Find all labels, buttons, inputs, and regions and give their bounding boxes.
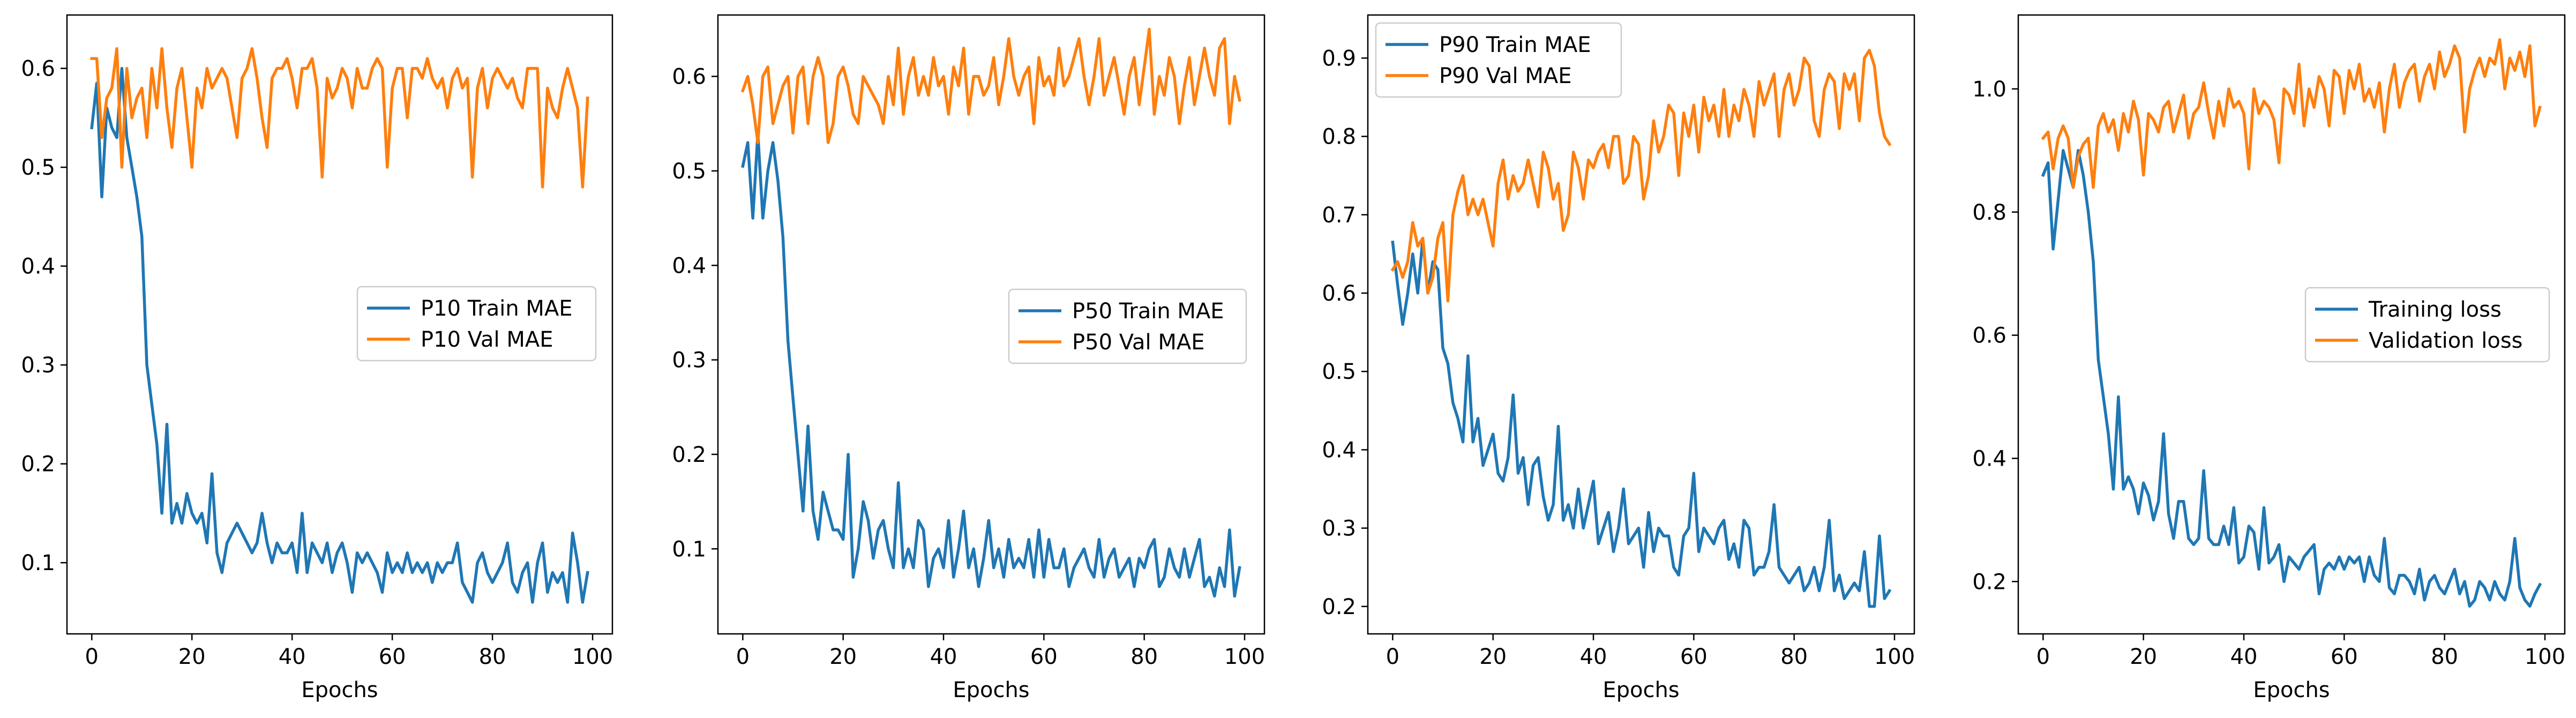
y-tick-label: 1.0 xyxy=(1972,77,2006,102)
axes-frame xyxy=(66,14,613,635)
series-line-val xyxy=(740,27,1241,144)
y-tick-label: 0.5 xyxy=(21,155,55,180)
x-tick-label: 60 xyxy=(1680,645,1708,669)
y-tick-label: 0.4 xyxy=(1322,438,1356,462)
y-tick-label: 0.2 xyxy=(21,452,55,477)
legend-box xyxy=(1008,288,1247,364)
x-tick-label: 100 xyxy=(572,645,613,669)
x-tick-label: 100 xyxy=(2525,645,2565,669)
series-line-val xyxy=(1390,49,1892,303)
y-tick-label: 0.2 xyxy=(1322,595,1356,619)
legend-box xyxy=(1375,22,1622,98)
y-tick-label: 0.8 xyxy=(1972,200,2006,225)
x-tick-label: 20 xyxy=(2130,645,2157,669)
y-tick-label: 0.3 xyxy=(672,348,706,373)
y-tick-label: 0.2 xyxy=(672,443,706,467)
y-tick-label: 0.1 xyxy=(21,551,55,575)
y-tick-label: 0.6 xyxy=(21,57,55,81)
chart-panel-3: 0 20 40 60 80 100 0.2 0.3 0.4 0.5 0.6 0.7 0.8 0.9 Epoc… xyxy=(1322,14,1915,702)
x-tick-label: 0 xyxy=(85,645,99,669)
legend-label: Validation loss xyxy=(2369,328,2523,353)
x-tick-label: 0 xyxy=(2036,645,2050,669)
y-tick-label: 0.5 xyxy=(1322,360,1356,384)
series-line-train xyxy=(90,66,589,604)
legend: P50 Train MAE P50 Val MAE xyxy=(1008,288,1247,364)
legend-label: P50 Train MAE xyxy=(1072,299,1224,324)
y-tick-label: 0.2 xyxy=(1972,570,2006,594)
x-tick-label: 80 xyxy=(479,645,506,669)
y-tick-label: 0.3 xyxy=(1322,517,1356,541)
series-line-train xyxy=(2041,149,2542,608)
x-tick-label: 60 xyxy=(1030,645,1058,669)
legend-label: P90 Train MAE xyxy=(1439,33,1591,57)
axes-frame xyxy=(717,14,1265,635)
axes-frame xyxy=(1367,14,1915,635)
y-tick-label: 0.4 xyxy=(21,255,55,279)
legend: Training loss Validation loss xyxy=(2304,287,2550,363)
y-tick-label: 0.9 xyxy=(1322,46,1356,71)
legend-label: P90 Val MAE xyxy=(1439,64,1571,88)
y-tick-label: 0.4 xyxy=(672,253,706,278)
x-tick-label: 40 xyxy=(2230,645,2258,669)
x-tick-label: 20 xyxy=(1479,645,1507,669)
x-tick-label: 80 xyxy=(1780,645,1808,669)
legend: P10 Train MAE P10 Val MAE xyxy=(356,286,597,362)
x-axis-label: Epochs xyxy=(953,678,1029,702)
legend-label: P10 Val MAE xyxy=(421,327,553,352)
series-line-train xyxy=(1391,236,1892,608)
legend-box xyxy=(356,286,597,362)
x-tick-label: 20 xyxy=(829,645,857,669)
x-tick-label: 0 xyxy=(736,645,750,669)
y-tick-label: 0.1 xyxy=(672,537,706,562)
chart-panel-1: 0 20 40 60 80 100 0.1 0.2 0.3 0.4 0.5 0.6 Epochs P10 … xyxy=(21,14,613,702)
x-tick-label: 40 xyxy=(1580,645,1607,669)
legend: P90 Train MAE P90 Val MAE xyxy=(1375,22,1622,98)
y-tick-label: 0.7 xyxy=(1322,203,1356,228)
series-line-train xyxy=(741,131,1241,598)
x-axis-label: Epochs xyxy=(2253,678,2330,702)
series-line-val xyxy=(2041,38,2542,189)
x-tick-label: 100 xyxy=(1874,645,1915,669)
legend-label: P10 Train MAE xyxy=(421,296,573,321)
x-tick-label: 0 xyxy=(1386,645,1399,669)
chart-panel-4: 0 20 40 60 80 100 0.2 0.4 0.6 0.8 1.0 Epochs Trainin… xyxy=(1972,14,2566,702)
chart-panel-2: 0 20 40 60 80 100 0.1 0.2 0.3 0.4 0.5 0.6 Epochs P50 … xyxy=(672,14,1265,702)
y-tick-label: 0.6 xyxy=(672,65,706,89)
x-tick-label: 20 xyxy=(178,645,206,669)
axes-frame xyxy=(2017,14,2566,635)
y-tick-label: 0.4 xyxy=(1972,446,2006,471)
x-tick-label: 60 xyxy=(379,645,406,669)
legend-label: Training loss xyxy=(2368,297,2502,322)
legend-label: P50 Val MAE xyxy=(1072,330,1204,355)
x-tick-label: 60 xyxy=(2331,645,2358,669)
x-tick-label: 80 xyxy=(1130,645,1158,669)
y-tick-label: 0.3 xyxy=(21,353,55,378)
y-tick-label: 0.5 xyxy=(672,159,706,184)
series-line-val xyxy=(90,47,589,189)
x-tick-label: 40 xyxy=(930,645,957,669)
y-tick-label: 0.6 xyxy=(1972,324,2006,348)
x-axis-label: Epochs xyxy=(1602,678,1679,702)
x-tick-label: 80 xyxy=(2431,645,2458,669)
x-tick-label: 40 xyxy=(279,645,306,669)
legend-box xyxy=(2304,287,2550,363)
x-tick-label: 100 xyxy=(1224,645,1265,669)
y-tick-label: 0.6 xyxy=(1322,281,1356,306)
y-tick-label: 0.8 xyxy=(1322,125,1356,149)
x-axis-label: Epochs xyxy=(301,678,378,702)
